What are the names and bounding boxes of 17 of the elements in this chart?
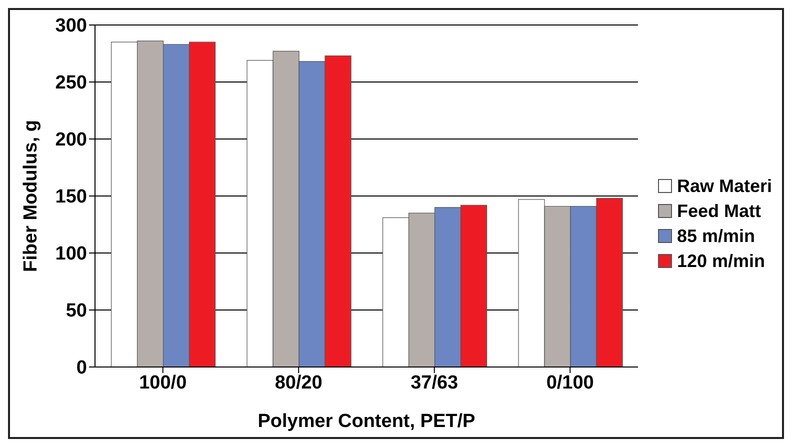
y-tick-label: 250 bbox=[55, 72, 87, 94]
x-tick-label: 37/63 bbox=[410, 372, 458, 394]
y-tick-label: 0 bbox=[76, 358, 87, 379]
y-tick-label: 50 bbox=[66, 300, 87, 322]
legend-label: 85 m/min bbox=[676, 226, 755, 246]
legend-label: Feed Matt bbox=[676, 200, 761, 222]
y-tick-label: 200 bbox=[55, 130, 87, 151]
legend-label: Raw Materi bbox=[676, 176, 772, 196]
x-axis-title: Polymer Content, PET/P bbox=[258, 411, 476, 432]
x-tick-label: 100/0 bbox=[139, 372, 187, 394]
legend-label: 120 m/min bbox=[676, 250, 766, 272]
y-tick-label: 150 bbox=[55, 186, 87, 208]
y-tick-label: 300 bbox=[55, 16, 87, 37]
y-axis-title: Fiber Modulus, g bbox=[20, 120, 42, 272]
y-tick-label: 100 bbox=[55, 244, 87, 265]
x-tick-label: 0/100 bbox=[546, 372, 594, 394]
x-tick-label: 80/20 bbox=[274, 372, 322, 394]
